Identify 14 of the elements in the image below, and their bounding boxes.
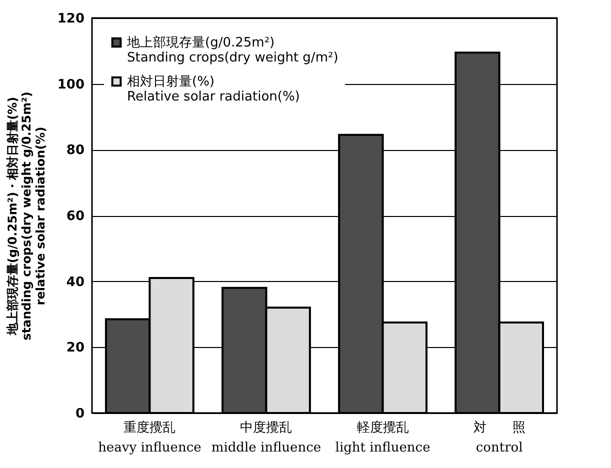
legend-label: 相対日射量(%) Relative solar radiation(%) [127, 74, 300, 104]
y-tick-label: 20 [66, 340, 84, 356]
y-tick-label: 100 [57, 77, 84, 92]
x-tick-label: 対 照 control [473, 420, 526, 456]
y-tick-label: 120 [57, 12, 84, 26]
y-tick-label: 60 [66, 209, 84, 224]
y-tick-label: 0 [75, 406, 84, 422]
y-tick-label: 40 [66, 274, 84, 290]
y-tick-label: 80 [66, 143, 84, 158]
x-tick-label: 中度攪乱 middle influence [211, 420, 322, 456]
legend-label: 地上部現存量(g/0.25m²) Standing crops(dry weight g/m²) [126, 36, 338, 66]
y-axis-title: 地上部現存量(g/0.25m²)・相対日射量(%) standing crops(dry weight g/0.25m²) relative solar radiation(%) [5, 92, 48, 340]
x-tick-label: 軽度攪乱 light influence [335, 420, 431, 456]
x-tick-label: 重度攪乱 heavy influence [98, 420, 202, 456]
